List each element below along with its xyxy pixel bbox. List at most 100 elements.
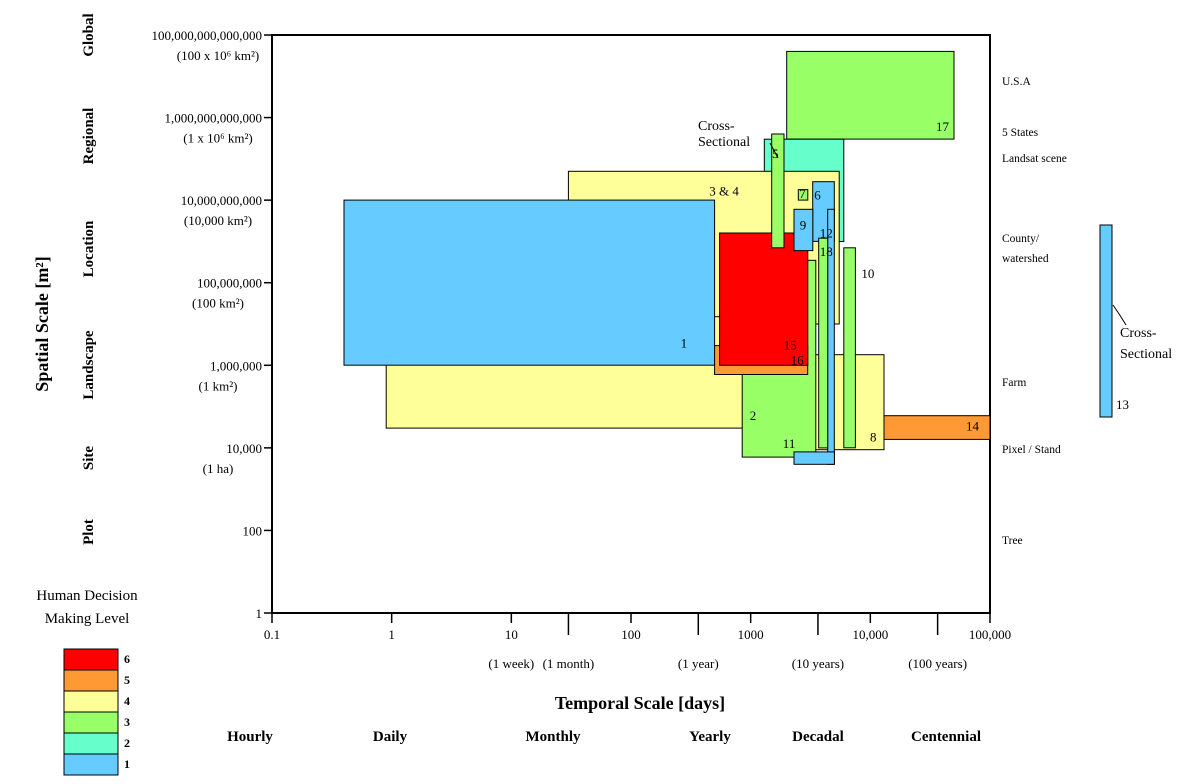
x-band-yearly: Yearly [689, 729, 731, 745]
right-label-6: Pixel / Stand [1002, 444, 1061, 456]
legend-label-5: 5 [124, 673, 130, 687]
x-band-daily: Daily [373, 729, 408, 745]
rect-label-9: 9 [800, 217, 807, 232]
right-label-0: U.S.A [1002, 76, 1031, 88]
rect-9c [793, 451, 835, 465]
rect-15 [719, 232, 809, 366]
annotation-cross-sectional-right-leader [1112, 304, 1127, 326]
legend-swatch-2 [63, 732, 119, 755]
legend-swatch-3 [63, 711, 119, 734]
y-tick-sublabel-1: (1 x 10⁶ km²) [183, 131, 252, 146]
rect-14 [883, 415, 991, 440]
y-band-plot: Plot [81, 519, 97, 545]
legend-label-3: 3 [124, 715, 130, 729]
y-tick-sublabel-3: (100 km²) [192, 296, 244, 311]
rect-label-15: 15 [784, 337, 797, 352]
y-band-site: Site [81, 446, 97, 471]
y-tick-label-4: 1,000,000 [210, 358, 262, 373]
right-label-2: Landsat scene [1002, 153, 1067, 165]
y-tick-label-0: 100,000,000,000,000 [152, 28, 263, 43]
x-tick-sublabel-9: (100 years) [908, 656, 967, 671]
rect-18 [818, 237, 829, 449]
y-tick-label-5: 10,000 [226, 441, 262, 456]
x-tick-label-2: 10 [505, 627, 518, 642]
annotation-cross-sectional-top-leader [769, 142, 779, 159]
y-band-regional: Regional [81, 108, 97, 165]
x-tick-label-8: 10,000 [852, 627, 888, 642]
x-tick-label-6: 1000 [738, 627, 764, 642]
rect-label-14: 14 [966, 418, 980, 433]
rect-17 [786, 50, 955, 140]
y-tick-sublabel-2: (10,000 km²) [184, 213, 252, 228]
x-tick-label-4: 100 [621, 627, 641, 642]
annotation-cross-sectional-top-line1: Cross- [698, 119, 735, 134]
right-label-1: 5 States [1002, 127, 1039, 139]
legend-items: 6 5 4 3 2 1 [63, 648, 130, 776]
legend-title-line1: Human Decision [36, 588, 138, 604]
y-tick-sublabel-0: (100 x 10⁶ km²) [177, 48, 259, 63]
x-axis-title: Temporal Scale [days] [555, 693, 725, 713]
x-band-centennial: Centennial [911, 729, 981, 745]
rect-7 [797, 189, 809, 201]
rect-9 [793, 208, 814, 252]
x-band-decadal: Decadal [792, 729, 844, 745]
y-tick-label-7: 1 [256, 606, 263, 621]
legend: Human Decision Making Level 6 5 4 3 2 1 [36, 588, 138, 776]
right-label-4: watershed [1002, 253, 1049, 265]
x-band-hourly: Hourly [227, 729, 273, 745]
rect-label-11: 11 [783, 436, 796, 451]
x-tick-label-0: 0.1 [264, 627, 280, 642]
y-tick-label-2: 10,000,000,000 [181, 193, 262, 208]
y-tick-label-3: 100,000,000 [197, 276, 262, 291]
y-tick-label-1: 1,000,000,000,000 [165, 111, 263, 126]
rect-label-6: 6 [814, 188, 821, 203]
legend-label-2: 2 [124, 736, 130, 750]
y-tick-sublabel-5: (1 ha) [203, 461, 234, 476]
rect-1 [343, 199, 716, 366]
y-band-location: Location [81, 220, 97, 277]
legend-swatch-6 [63, 648, 119, 671]
right-label-7: Tree [1002, 535, 1023, 547]
axes-layer: 100,000,000,000,000 (100 x 10⁶ km²) 1,000,… [81, 13, 1067, 745]
y-band-global: Global [81, 13, 97, 56]
rect-5 [771, 133, 785, 249]
x-tick-label-1: 1 [388, 627, 395, 642]
right-label-3: County/ [1002, 233, 1040, 245]
x-tick-label-10: 100,000 [969, 627, 1011, 642]
rect-label-16: 16 [791, 352, 805, 367]
rectangles-layer [343, 50, 991, 465]
x-tick-sublabel-5: (1 year) [678, 656, 719, 671]
rect-label-12: 12 [820, 225, 833, 240]
rect-label-13: 13 [1116, 397, 1129, 412]
annotation-cross-sectional-right-line1: Cross- [1120, 326, 1157, 341]
y-band-landscape: Landscape [81, 330, 97, 400]
x-tick-sublabel-7: (10 years) [792, 656, 844, 671]
y-tick-label-6: 100 [243, 523, 263, 538]
legend-title-line2: Making Level [45, 611, 130, 627]
x-band-monthly: Monthly [525, 729, 581, 745]
rect-label-17: 17 [936, 119, 950, 134]
annotation-cross-sectional-right-line2: Sectional [1120, 347, 1172, 362]
legend-label-6: 6 [124, 652, 130, 666]
legend-label-1: 1 [124, 757, 130, 771]
rect-label-3-4: 3 & 4 [709, 183, 739, 198]
legend-swatch-4 [63, 690, 119, 713]
legend-swatch-5 [63, 669, 119, 692]
rect-label-7: 7 [799, 186, 806, 201]
rect-label-10: 10 [861, 266, 874, 281]
rect-10 [843, 247, 856, 449]
rect-label-2: 2 [750, 408, 757, 423]
rect-13 [1099, 224, 1113, 418]
legend-swatch-1 [63, 753, 119, 776]
x-tick-sublabel-3: (1 month) [543, 656, 595, 671]
y-axis-title: Spatial Scale [m²] [32, 256, 52, 391]
x-tick-sublabel-2: (1 week) [488, 656, 534, 671]
legend-label-4: 4 [124, 694, 130, 708]
rect-label-8: 8 [870, 430, 877, 445]
rect-label-18: 18 [820, 244, 833, 259]
annotation-cross-sectional-top-line2: Sectional [698, 135, 750, 150]
y-tick-sublabel-4: (1 km²) [199, 378, 238, 393]
rect-label-1: 1 [681, 335, 688, 350]
right-label-5: Farm [1002, 377, 1026, 389]
